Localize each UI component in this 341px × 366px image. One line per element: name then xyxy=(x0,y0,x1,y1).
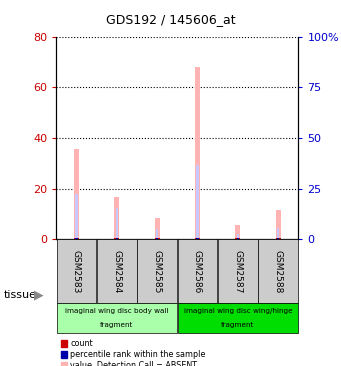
Text: fragment: fragment xyxy=(100,322,133,328)
Bar xyxy=(114,198,119,239)
Bar xyxy=(74,238,79,239)
Text: GSM2588: GSM2588 xyxy=(274,250,283,293)
Legend: count, percentile rank within the sample, value, Detection Call = ABSENT, rank, : count, percentile rank within the sample… xyxy=(61,339,206,366)
Bar xyxy=(196,165,199,239)
Text: ▶: ▶ xyxy=(34,288,44,301)
FancyBboxPatch shape xyxy=(57,239,96,303)
Bar xyxy=(156,229,158,239)
Bar xyxy=(156,238,158,239)
Bar xyxy=(155,238,160,239)
Bar xyxy=(114,238,119,239)
FancyBboxPatch shape xyxy=(97,239,136,303)
Text: fragment: fragment xyxy=(221,322,254,328)
Bar xyxy=(75,238,78,239)
Bar xyxy=(196,238,199,239)
Bar xyxy=(237,238,239,239)
FancyBboxPatch shape xyxy=(178,239,217,303)
FancyBboxPatch shape xyxy=(218,239,257,303)
Bar xyxy=(74,149,79,239)
FancyBboxPatch shape xyxy=(258,239,298,303)
Bar xyxy=(116,208,118,239)
Text: GSM2587: GSM2587 xyxy=(233,250,242,293)
Bar xyxy=(155,218,160,239)
Text: tissue: tissue xyxy=(3,290,36,300)
Bar xyxy=(75,194,78,239)
Bar xyxy=(235,225,240,239)
Text: imaginal wing disc wing/hinge: imaginal wing disc wing/hinge xyxy=(183,308,292,314)
Bar xyxy=(195,238,200,239)
Bar xyxy=(116,238,118,239)
Bar xyxy=(276,238,281,239)
FancyBboxPatch shape xyxy=(57,303,177,333)
Text: GSM2583: GSM2583 xyxy=(72,250,81,293)
Bar xyxy=(277,228,279,239)
FancyBboxPatch shape xyxy=(178,303,298,333)
Bar xyxy=(277,238,279,239)
Bar xyxy=(235,238,240,239)
Text: GSM2586: GSM2586 xyxy=(193,250,202,293)
Bar xyxy=(237,234,239,239)
Bar xyxy=(276,210,281,239)
Text: GDS192 / 145606_at: GDS192 / 145606_at xyxy=(106,13,235,26)
Text: GSM2584: GSM2584 xyxy=(112,250,121,293)
Text: imaginal wing disc body wall: imaginal wing disc body wall xyxy=(65,308,168,314)
FancyBboxPatch shape xyxy=(137,239,177,303)
Bar xyxy=(195,67,200,239)
Text: GSM2585: GSM2585 xyxy=(153,250,162,293)
